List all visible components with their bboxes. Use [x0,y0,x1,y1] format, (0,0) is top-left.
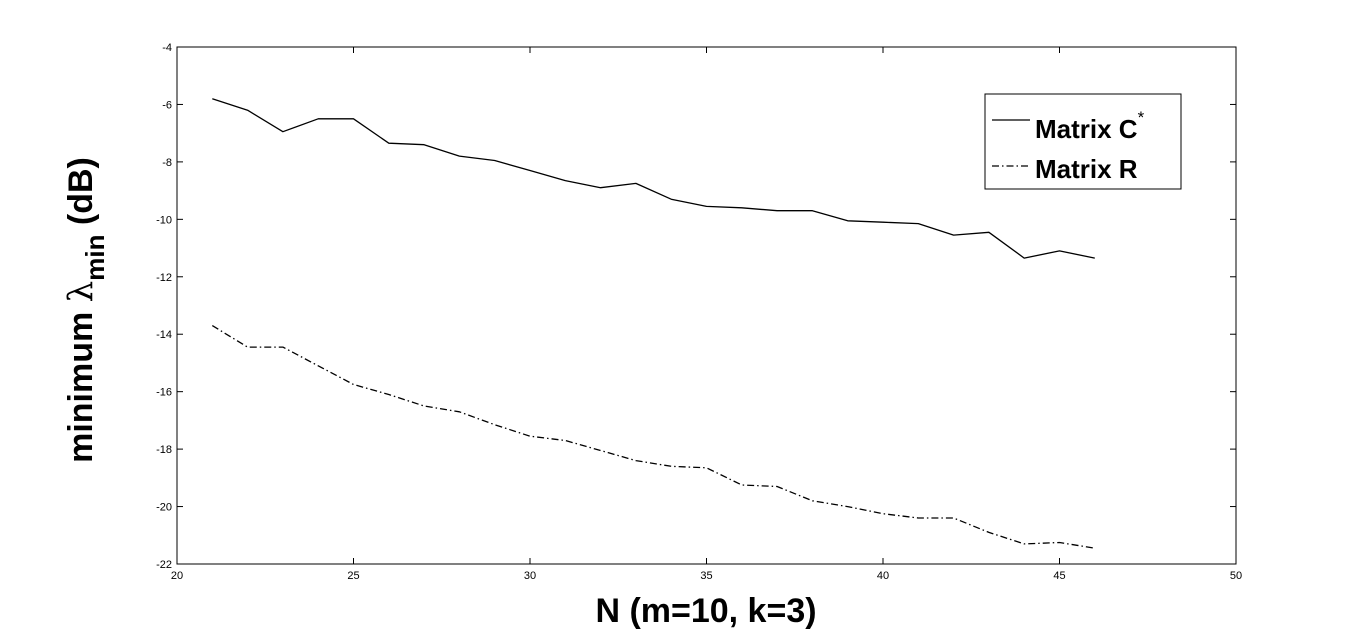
x-tick-label: 30 [524,570,536,582]
x-tick-label: 20 [171,570,183,582]
y-axis-label-symbol: λ [61,281,101,303]
series-line-matrix-c [212,98,1095,259]
x-axis-ticks: 20 25 30 35 40 45 50 [171,47,1242,582]
y-tick-label: -22 [156,559,172,571]
legend-label-matrix-r: Matrix R [1035,154,1138,184]
y-axis-label-suffix: (dB) [62,157,100,234]
series-layer [211,98,1095,549]
legend-label-matrix-c: Matrix C* [1035,108,1145,144]
x-axis-label: N (m=10, k=3) [595,592,816,630]
x-tick-label: 35 [700,570,712,582]
y-tick-label: -8 [162,157,172,169]
series-line-matrix-r [211,325,1095,549]
y-tick-label: -12 [156,272,172,284]
x-tick-label: 40 [877,570,889,582]
y-tick-label: -18 [156,444,172,456]
y-tick-label: -6 [162,99,172,111]
x-tick-label: 45 [1053,570,1065,582]
y-tick-label: -20 [156,502,172,514]
y-tick-label: -10 [156,214,172,226]
y-tick-label: -16 [156,387,172,399]
y-axis-ticks: -22 -20 -18 -16 -14 -12 -10 -8 -6 -4 [156,42,1236,571]
x-tick-label: 25 [347,570,359,582]
x-tick-label: 50 [1230,570,1242,582]
y-axis-label-prefix: minimum [62,302,100,463]
y-axis-label: minimum λmin (dB) [61,157,110,463]
legend-box [984,93,1182,190]
y-tick-label: -4 [162,42,172,54]
legend-label-matrix-c-superscript: * [1138,108,1145,127]
y-tick-label: -14 [156,329,172,341]
y-axis-label-subscript: min [80,235,110,281]
legend: Matrix C* Matrix R [984,93,1182,190]
